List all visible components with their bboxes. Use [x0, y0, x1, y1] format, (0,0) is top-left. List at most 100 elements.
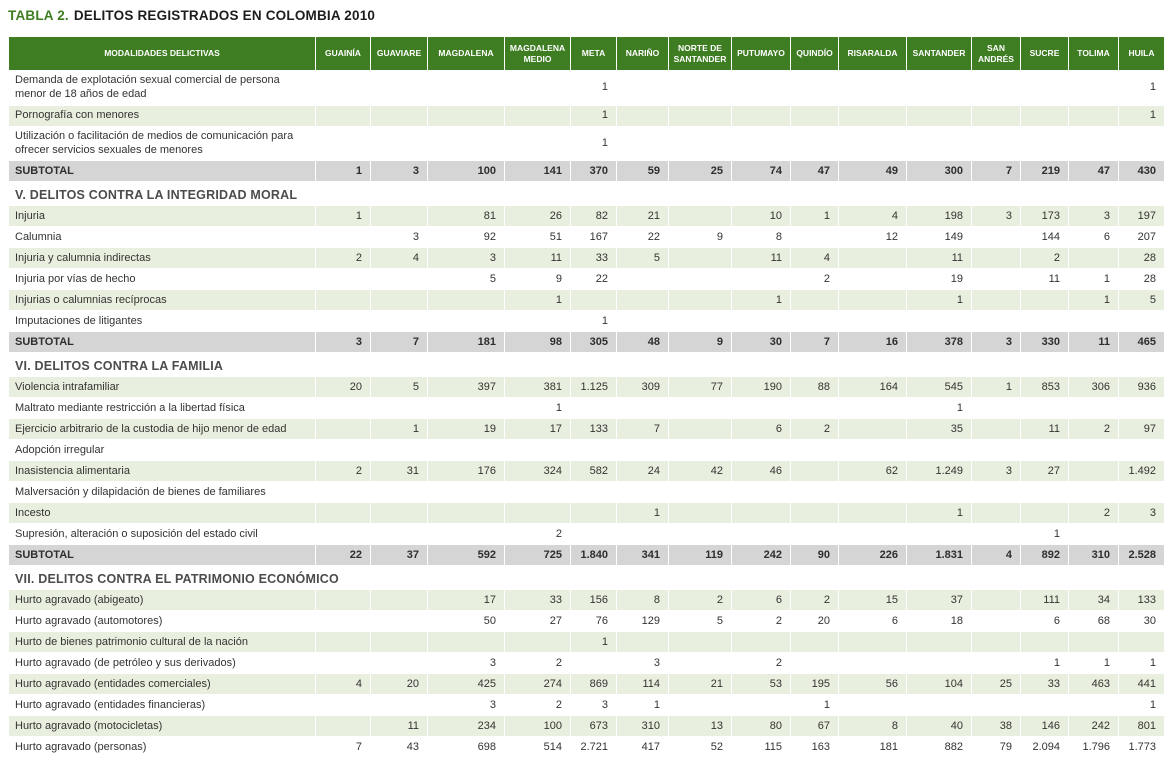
cell-value: 30	[1118, 610, 1165, 633]
cell-value	[1068, 70, 1119, 106]
cell-value: 300	[906, 160, 972, 183]
cell-value: 1	[570, 104, 617, 127]
cell-value	[315, 289, 371, 312]
section-title: V. DELITOS CONTRA LA INTEGRIDAD MORAL	[8, 181, 1165, 207]
cell-value: 17	[427, 589, 505, 612]
cell-value: 47	[790, 160, 839, 183]
section-title: VII. DELITOS CONTRA EL PATRIMONIO ECONÓM…	[8, 565, 1165, 591]
cell-value	[370, 310, 428, 333]
cell-value	[315, 418, 371, 441]
row-label: SUBTOTAL	[8, 160, 316, 183]
cell-value: 3	[971, 460, 1021, 483]
cell-value: 3	[1068, 205, 1119, 228]
cell-value	[370, 439, 428, 462]
section-header-row: VI. DELITOS CONTRA LA FAMILIA	[8, 352, 1165, 378]
cell-value: 2	[668, 589, 732, 612]
cell-value: 167	[570, 226, 617, 249]
row-label: Injurias o calumnias recíprocas	[8, 289, 316, 312]
cell-value	[790, 310, 839, 333]
cell-value	[616, 523, 669, 546]
cell-value: 2	[790, 589, 839, 612]
row-label: Violencia intrafamiliar	[8, 376, 316, 399]
cell-value	[668, 247, 732, 270]
cell-value	[570, 523, 617, 546]
cell-value: 56	[838, 673, 907, 696]
cell-value	[315, 610, 371, 633]
cell-value: 33	[570, 247, 617, 270]
cell-value	[731, 502, 791, 525]
row-label: Pornografía con menores	[8, 104, 316, 127]
cell-value	[315, 715, 371, 738]
cell-value: 20	[790, 610, 839, 633]
cell-value	[906, 631, 972, 654]
cell-value: 11	[906, 247, 972, 270]
row-label: Malversación y dilapidación de bienes de…	[8, 481, 316, 504]
cell-value	[1068, 125, 1119, 162]
cell-value	[1118, 439, 1165, 462]
cell-value	[906, 523, 972, 546]
cell-value: 111	[1020, 589, 1069, 612]
cell-value	[906, 70, 972, 106]
column-header: QUINDÍO	[790, 36, 839, 71]
cell-value: 33	[504, 589, 571, 612]
cell-value: 441	[1118, 673, 1165, 696]
table-row: Hurto agravado (de petróleo y sus deriva…	[8, 652, 1165, 675]
cell-value	[790, 70, 839, 106]
cell-value	[1020, 502, 1069, 525]
cell-value: 163	[790, 736, 839, 758]
cell-value: 3	[370, 160, 428, 183]
cell-value: 5	[427, 268, 505, 291]
cell-value	[838, 523, 907, 546]
cell-value	[1020, 631, 1069, 654]
cell-value: 8	[731, 226, 791, 249]
cell-value	[504, 502, 571, 525]
cell-value: 1	[370, 418, 428, 441]
cell-value	[315, 481, 371, 504]
cell-value: 853	[1020, 376, 1069, 399]
cell-value: 11	[504, 247, 571, 270]
cell-value	[731, 268, 791, 291]
cell-value	[1118, 125, 1165, 162]
row-label: Inasistencia alimentaria	[8, 460, 316, 483]
cell-value: 936	[1118, 376, 1165, 399]
cell-value: 74	[731, 160, 791, 183]
cell-value: 24	[616, 460, 669, 483]
cell-value: 1	[504, 397, 571, 420]
cell-value	[1118, 310, 1165, 333]
cell-value: 19	[427, 418, 505, 441]
header-row: MODALIDADES DELICTIVAS GUAINÍA GUAVIARE MAG…	[8, 36, 1165, 71]
cell-value	[504, 310, 571, 333]
cell-value	[1068, 481, 1119, 504]
cell-value: 21	[668, 673, 732, 696]
column-header: NARIÑO	[616, 36, 669, 71]
row-label: Hurto agravado (entidades comerciales)	[8, 673, 316, 696]
cell-value: 1	[1020, 523, 1069, 546]
cell-value: 80	[731, 715, 791, 738]
cell-value: 1	[906, 397, 972, 420]
cell-value	[427, 631, 505, 654]
cell-value	[971, 610, 1021, 633]
cell-value	[1068, 247, 1119, 270]
cell-value: 370	[570, 160, 617, 183]
cell-value: 11	[1020, 418, 1069, 441]
column-header: SANTANDER	[906, 36, 972, 71]
cell-value: 397	[427, 376, 505, 399]
cell-value	[616, 70, 669, 106]
table-caption: DELITOS REGISTRADOS EN COLOMBIA 2010	[73, 8, 376, 23]
row-label: Calumnia	[8, 226, 316, 249]
cell-value: 16	[838, 331, 907, 354]
cell-value	[668, 523, 732, 546]
cell-value	[1020, 104, 1069, 127]
table-row: Maltrato mediante restricción a la liber…	[8, 397, 1165, 420]
cell-value: 27	[1020, 460, 1069, 483]
cell-value	[668, 652, 732, 675]
cell-value: 324	[504, 460, 571, 483]
cell-value	[790, 652, 839, 675]
cell-value	[370, 205, 428, 228]
cell-value: 3	[616, 652, 669, 675]
cell-value	[315, 125, 371, 162]
table-row: Utilización o facilitación de medios de …	[8, 125, 1165, 162]
cell-value: 1.773	[1118, 736, 1165, 758]
cell-value: 882	[906, 736, 972, 758]
cell-value: 11	[370, 715, 428, 738]
